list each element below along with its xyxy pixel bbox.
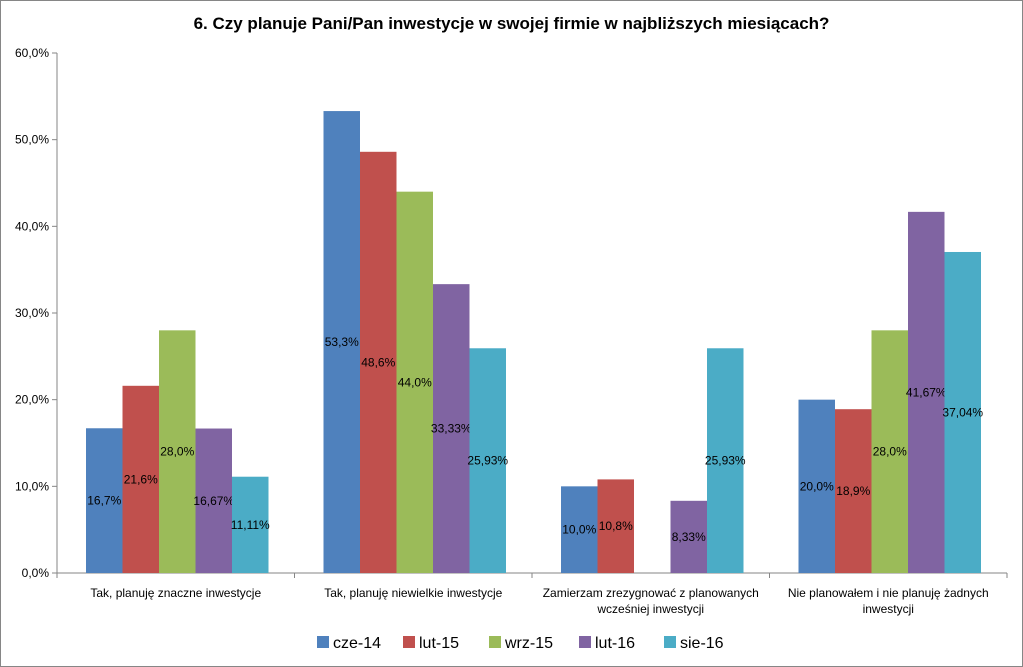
x-category-label: inwestycji	[863, 602, 914, 616]
legend-label: lut-15	[419, 635, 459, 652]
data-label: 16,7%	[87, 494, 121, 508]
data-label: 16,67%	[193, 494, 234, 508]
data-label: 11,11%	[231, 518, 270, 532]
bar-sie-16	[469, 348, 506, 573]
data-label: 48,6%	[361, 355, 395, 369]
x-category-label: Tak, planuję znaczne inwestycje	[90, 586, 261, 600]
data-label: 41,67%	[906, 385, 947, 399]
bar-lut-15	[360, 151, 397, 574]
data-label: 8,33%	[672, 530, 706, 544]
bar-lut-15	[122, 385, 159, 573]
x-category-label: Zamierzam zrezygnować z planowanych	[543, 586, 759, 600]
chart-title: 6. Czy planuje Pani/Pan inwestycje w swo…	[193, 14, 830, 33]
bar-cze-14	[86, 428, 123, 573]
data-label: 10,8%	[599, 519, 633, 533]
y-tick-label: 0,0%	[22, 566, 50, 580]
bar-lut-15	[597, 479, 634, 573]
data-label: 53,3%	[325, 335, 359, 349]
bar-lut-16	[433, 284, 470, 573]
x-category-label: Tak, planuję niewielkie inwestycje	[324, 586, 502, 600]
x-category-label: wcześniej inwestycji	[596, 602, 704, 616]
y-tick-label: 60,0%	[15, 46, 49, 60]
bar-sie-16	[707, 348, 744, 573]
data-label: 44,0%	[398, 375, 432, 389]
data-label: 25,93%	[467, 454, 508, 468]
y-tick-label: 20,0%	[15, 393, 49, 407]
data-label: 25,93%	[705, 454, 746, 468]
bar-sie-16	[232, 476, 269, 573]
bar-cze-14	[323, 111, 360, 574]
bar-wrz-15	[159, 330, 196, 573]
bar-cze-14	[798, 399, 835, 573]
y-tick-label: 10,0%	[15, 479, 49, 493]
data-label: 37,04%	[942, 405, 983, 419]
legend-label: sie-16	[680, 635, 724, 652]
bar-wrz-15	[396, 191, 433, 573]
x-category-label: Nie planowałem i nie planuję żadnych	[788, 586, 989, 600]
data-label: 21,6%	[124, 472, 158, 486]
legend-label: wrz-15	[504, 635, 553, 652]
data-label: 28,0%	[873, 445, 907, 459]
bar-lut-16	[195, 428, 232, 573]
data-label: 10,0%	[562, 523, 596, 537]
y-tick-label: 30,0%	[15, 306, 49, 320]
y-tick-label: 40,0%	[15, 219, 49, 233]
data-label: 20,0%	[800, 479, 834, 493]
legend-swatch-wrz-15	[489, 636, 501, 648]
legend-swatch-sie-16	[664, 636, 676, 648]
legend-swatch-lut-15	[403, 636, 415, 648]
legend-swatch-cze-14	[317, 636, 329, 648]
bar-cze-14	[561, 486, 598, 573]
data-label: 28,0%	[160, 445, 194, 459]
bar-lut-16	[670, 500, 707, 573]
bar-wrz-15	[871, 330, 908, 573]
bar-sie-16	[944, 251, 981, 573]
data-label: 33,33%	[431, 422, 472, 436]
legend-label: lut-16	[595, 635, 635, 652]
legend-swatch-lut-16	[579, 636, 591, 648]
bar-lut-16	[908, 211, 945, 574]
data-label: 18,9%	[836, 484, 870, 498]
y-tick-label: 50,0%	[15, 133, 49, 147]
bar-lut-15	[835, 409, 872, 573]
legend-label: cze-14	[333, 635, 381, 652]
